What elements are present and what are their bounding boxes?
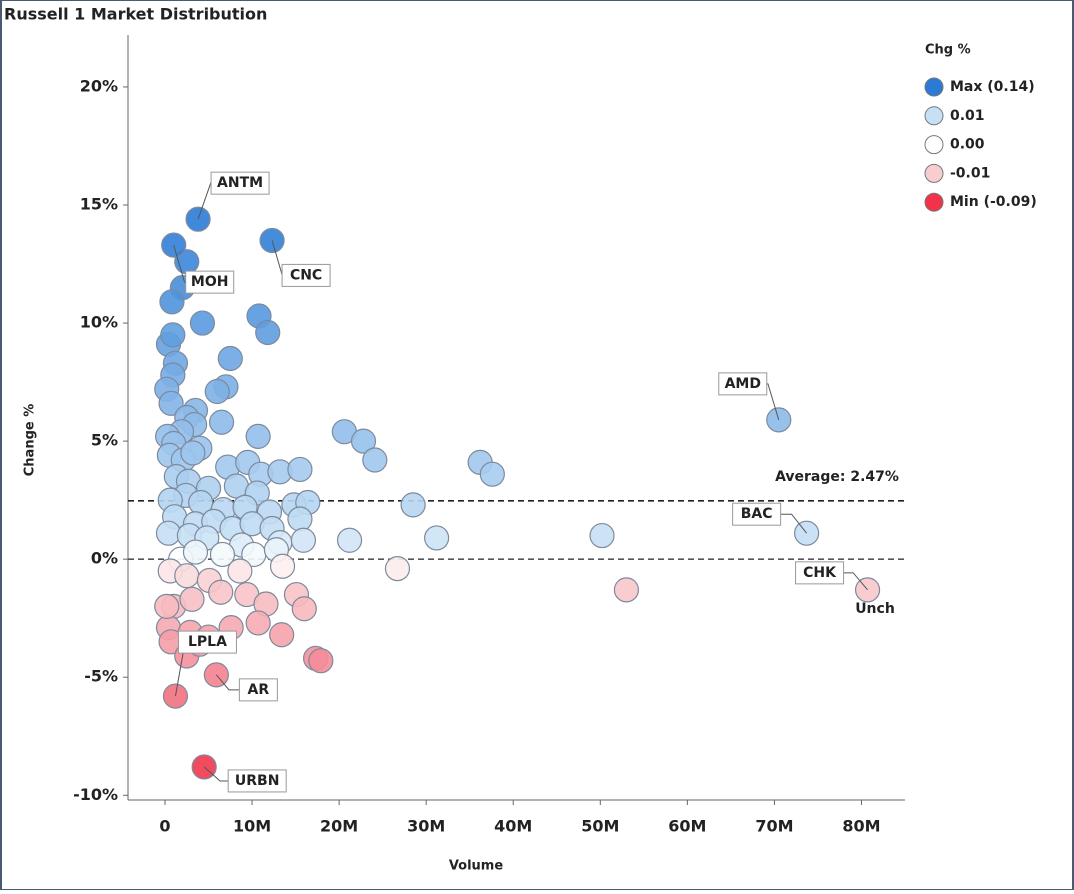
- data-point: [217, 345, 243, 372]
- legend-label: Min (-0.09): [950, 194, 1037, 210]
- legend-label: Max (0.14): [950, 79, 1035, 95]
- point-label: URBN: [235, 773, 280, 789]
- y-axis-label: Change %: [23, 404, 38, 477]
- data-point: [291, 596, 317, 622]
- point-label: BAC: [741, 506, 773, 522]
- data-point: [158, 390, 184, 416]
- legend-swatch: [924, 77, 944, 97]
- data-point: [159, 289, 185, 315]
- legend-label: 0.01: [950, 108, 985, 124]
- data-point: [308, 648, 334, 674]
- x-tick-label: 30M: [407, 817, 445, 836]
- x-tick-label: 60M: [668, 817, 706, 836]
- data-point: [269, 622, 295, 648]
- data-point: [290, 527, 317, 553]
- data-point: [174, 563, 200, 589]
- legend-label: 0.00: [950, 137, 985, 153]
- x-axis-label: Volume: [449, 859, 504, 874]
- label-box: [238, 678, 278, 702]
- legend-label: -0.01: [950, 165, 990, 181]
- point-label: AMD: [725, 376, 761, 392]
- data-point: [160, 322, 186, 348]
- data-point: [269, 553, 296, 579]
- x-tick-label: 80M: [842, 817, 880, 836]
- data-point: [479, 461, 505, 487]
- data-point: [227, 558, 253, 584]
- data-point: [180, 440, 206, 466]
- label-box: [210, 171, 270, 195]
- y-tick-label: 10%: [80, 313, 118, 332]
- data-point: [182, 539, 209, 565]
- data-point: [245, 423, 271, 449]
- y-tick-label: 0%: [91, 549, 118, 568]
- legend-swatch: [924, 135, 944, 155]
- y-tick-label: 15%: [80, 195, 118, 214]
- data-point: [589, 522, 615, 549]
- data-point: [179, 586, 205, 612]
- data-point: [384, 556, 411, 582]
- point-label: AR: [248, 682, 270, 698]
- data-point: [287, 506, 313, 532]
- data-point: [287, 456, 313, 483]
- label-box: [732, 502, 782, 526]
- x-tick-label: 50M: [581, 817, 619, 836]
- label-box: [227, 769, 287, 793]
- y-tick-label: 5%: [91, 431, 118, 450]
- data-point: [154, 593, 180, 619]
- data-point: [208, 409, 235, 435]
- data-point: [204, 378, 230, 405]
- legend-swatch: [924, 163, 944, 183]
- data-point: [400, 492, 426, 518]
- legend-swatch: [924, 106, 944, 126]
- data-point: [255, 319, 281, 346]
- point-label: MOH: [191, 274, 229, 290]
- data-point: [336, 527, 363, 553]
- point-label: LPLA: [188, 634, 227, 650]
- data-point: [209, 541, 236, 568]
- data-point: [189, 310, 216, 336]
- data-point: [362, 447, 388, 473]
- reference-label: Unch: [855, 601, 895, 617]
- data-point: [424, 525, 450, 551]
- y-tick-label: -5%: [84, 667, 118, 686]
- data-point: [155, 520, 182, 546]
- data-point: [613, 577, 640, 603]
- data-point: [245, 610, 271, 636]
- label-box: [177, 630, 237, 654]
- x-tick-label: 20M: [320, 817, 358, 836]
- x-tick-label: 0: [159, 817, 170, 836]
- legend-title: Chg %: [925, 43, 971, 58]
- point-label: ANTM: [217, 175, 263, 191]
- y-tick-label: 20%: [80, 76, 118, 95]
- label-box: [795, 561, 845, 585]
- x-tick-label: 70M: [755, 817, 793, 836]
- data-point: [350, 428, 377, 454]
- x-tick-label: 40M: [494, 817, 532, 836]
- data-point: [208, 579, 234, 605]
- reference-label: Average: 2.47%: [775, 469, 899, 485]
- legend-swatch: [924, 192, 944, 212]
- label-box: [281, 263, 331, 287]
- chart-title: Russell 1 Market Distribution: [4, 5, 267, 24]
- point-label: CNC: [290, 267, 322, 283]
- point-label: CHK: [803, 565, 837, 581]
- y-tick-label: -10%: [73, 785, 118, 804]
- label-box: [718, 372, 768, 396]
- label-box: [185, 270, 235, 294]
- x-tick-label: 10M: [233, 817, 271, 836]
